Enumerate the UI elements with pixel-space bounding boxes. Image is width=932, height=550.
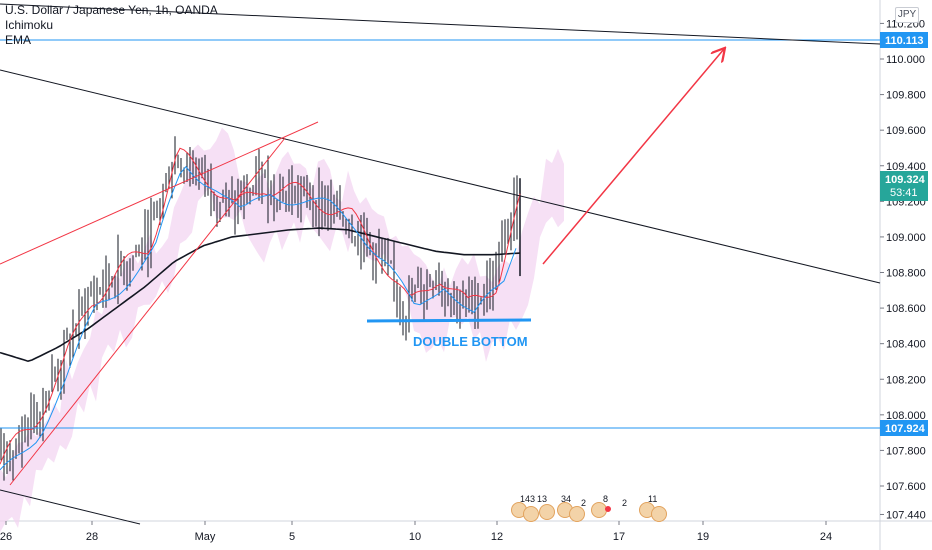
chart-legend: U.S. Dollar / Japanese Yen, 1h, OANDA Ic… bbox=[5, 3, 218, 48]
event-icon[interactable] bbox=[539, 504, 555, 520]
ichimoku-cloud bbox=[0, 127, 564, 533]
event-icon[interactable] bbox=[523, 506, 539, 522]
price-tick-label: 109.400 bbox=[886, 161, 926, 173]
price-tick-label: 109.600 bbox=[886, 125, 926, 137]
svg-text:53:41: 53:41 bbox=[890, 187, 918, 199]
double-bottom-line[interactable] bbox=[366, 318, 532, 323]
event-count: 143 bbox=[520, 494, 536, 504]
time-tick-label: 10 bbox=[409, 531, 421, 543]
event-icon[interactable] bbox=[605, 506, 611, 512]
symbol-title[interactable]: U.S. Dollar / Japanese Yen, 1h, OANDA bbox=[5, 3, 218, 17]
tenkan-line bbox=[0, 147, 521, 465]
price-tick-label: 109.000 bbox=[886, 232, 926, 244]
channel-lower-line[interactable] bbox=[9, 137, 286, 486]
time-tick-label: 26 bbox=[0, 531, 12, 543]
price-tick-label: 108.600 bbox=[886, 303, 926, 315]
time-tick-label: 19 bbox=[697, 531, 709, 543]
price-axis: 110.200110.000109.800109.600109.400109.2… bbox=[880, 18, 926, 521]
time-axis: 26 28 May 5 10 12 17 19 24 bbox=[0, 521, 832, 543]
kijun-line bbox=[0, 165, 517, 471]
svg-text:110.113: 110.113 bbox=[885, 35, 924, 47]
descending-trend-line[interactable] bbox=[0, 69, 881, 284]
double-bottom-label: DOUBLE BOTTOM bbox=[413, 334, 528, 349]
price-tick-label: 107.440 bbox=[886, 509, 926, 521]
event-count: 34 bbox=[561, 494, 572, 504]
event-count: 8 bbox=[603, 494, 609, 504]
channel-upper-line[interactable] bbox=[0, 121, 319, 265]
time-tick-label: 17 bbox=[613, 531, 625, 543]
time-tick-label: 24 bbox=[820, 531, 832, 543]
event-icon[interactable] bbox=[651, 506, 667, 522]
indicator-ema[interactable]: EMA bbox=[5, 33, 32, 47]
time-tick-label: 5 bbox=[289, 531, 295, 543]
event-count: 2 bbox=[581, 498, 587, 508]
price-tick-label: 110.000 bbox=[886, 54, 925, 66]
price-tick-label: 108.400 bbox=[886, 339, 926, 351]
upper-level-tag: 110.113 bbox=[880, 32, 928, 48]
price-tick-label: 108.000 bbox=[886, 410, 926, 422]
time-tick-label: 12 bbox=[491, 531, 503, 543]
indicator-ichimoku[interactable]: Ichimoku bbox=[5, 18, 54, 32]
economic-events[interactable]: 143 13 34 2 8 2 11 bbox=[509, 494, 679, 526]
svg-text:107.924: 107.924 bbox=[885, 423, 926, 435]
ema-line[interactable] bbox=[0, 227, 521, 363]
indicator-lines bbox=[0, 147, 521, 471]
price-tick-label: 107.800 bbox=[886, 445, 926, 457]
current-price-tag: 109.324 53:41 bbox=[880, 171, 928, 201]
price-tick-label: 108.200 bbox=[886, 374, 926, 386]
bottom-trend-line[interactable] bbox=[0, 489, 141, 525]
event-count: 13 bbox=[537, 494, 548, 504]
svg-text:109.324: 109.324 bbox=[885, 174, 926, 186]
price-tick-label: 107.600 bbox=[886, 481, 926, 493]
top-trend-line[interactable] bbox=[0, 3, 881, 45]
time-tick-label: May bbox=[195, 531, 216, 543]
price-tick-label: 109.800 bbox=[886, 90, 926, 102]
price-tick-label: 108.800 bbox=[886, 268, 926, 280]
event-count: 2 bbox=[622, 498, 628, 508]
lower-level-tag: 107.924 bbox=[880, 420, 928, 436]
time-tick-label: 28 bbox=[86, 531, 98, 543]
projection-arrow[interactable] bbox=[542, 49, 724, 265]
event-icon[interactable] bbox=[569, 506, 585, 522]
currency-badge[interactable]: JPY bbox=[895, 7, 919, 23]
event-count: 11 bbox=[648, 494, 658, 504]
kumo-area bbox=[0, 127, 564, 533]
